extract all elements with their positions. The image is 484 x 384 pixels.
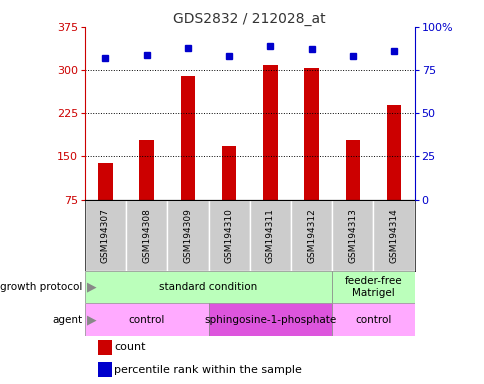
Bar	[208, 303, 332, 336]
Bar	[98, 341, 112, 354]
Text: GSM194314: GSM194314	[389, 208, 398, 263]
Text: GSM194313: GSM194313	[348, 208, 357, 263]
Text: control: control	[128, 314, 165, 325]
Text: GSM194307: GSM194307	[101, 208, 110, 263]
Bar	[98, 362, 112, 377]
Bar	[304, 68, 318, 200]
Text: GSM194308: GSM194308	[142, 208, 151, 263]
Bar	[290, 200, 332, 271]
Bar	[345, 140, 359, 200]
Text: feeder-free
Matrigel: feeder-free Matrigel	[344, 276, 401, 298]
Bar	[181, 76, 195, 200]
Bar	[249, 200, 290, 271]
Bar	[332, 271, 414, 303]
Bar	[222, 146, 236, 200]
Text: percentile rank within the sample: percentile rank within the sample	[114, 364, 302, 374]
Bar	[167, 200, 208, 271]
Bar	[85, 303, 208, 336]
Text: count: count	[114, 343, 145, 353]
Text: sphingosine-1-phosphate: sphingosine-1-phosphate	[204, 314, 336, 325]
Text: GSM194310: GSM194310	[224, 208, 233, 263]
Bar	[126, 200, 167, 271]
Text: growth protocol: growth protocol	[0, 282, 82, 292]
Bar	[332, 303, 414, 336]
Bar	[332, 200, 373, 271]
Text: GSM194311: GSM194311	[265, 208, 274, 263]
Bar	[373, 200, 414, 271]
Text: GSM194309: GSM194309	[183, 208, 192, 263]
Bar	[208, 200, 249, 271]
Text: GSM194312: GSM194312	[306, 208, 316, 263]
Bar	[85, 200, 126, 271]
Text: ▶: ▶	[87, 281, 97, 293]
Bar	[386, 104, 400, 200]
Bar	[139, 140, 153, 200]
Text: ▶: ▶	[87, 313, 97, 326]
Bar	[263, 65, 277, 200]
Text: control: control	[354, 314, 391, 325]
Bar	[98, 164, 112, 200]
Text: standard condition: standard condition	[159, 282, 257, 292]
Bar	[85, 271, 332, 303]
Text: agent: agent	[52, 314, 82, 325]
Title: GDS2832 / 212028_at: GDS2832 / 212028_at	[173, 12, 325, 26]
